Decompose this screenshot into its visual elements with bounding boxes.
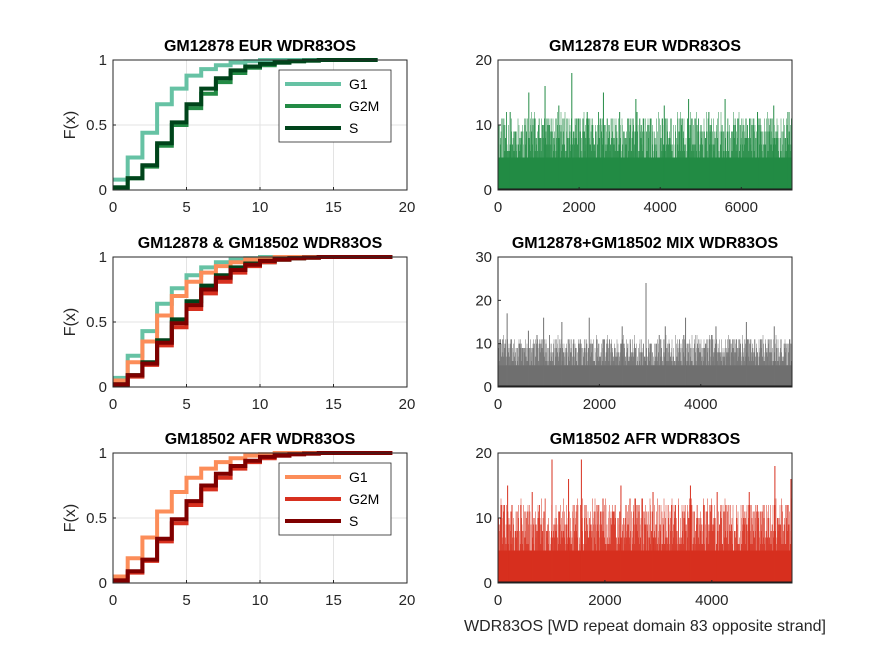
x-tick-label: 2000 (562, 199, 595, 216)
x-tick-label: 4000 (644, 199, 677, 216)
x-tick-label: 5 (182, 199, 190, 216)
y-axis-label: F(x) (62, 308, 79, 336)
x-tick-label: 20 (399, 592, 416, 609)
y-tick-label: 0.5 (86, 314, 107, 331)
y-tick-label: 1 (99, 445, 107, 462)
y-axis-label: F(x) (62, 111, 79, 139)
legend-label: S (349, 513, 358, 529)
y-tick-label: 1 (99, 249, 107, 266)
x-tick-label: 15 (325, 199, 342, 216)
panel-title: GM18502 AFR WDR83OS (550, 431, 741, 448)
x-tick-label: 10 (252, 199, 269, 216)
x-tick-label: 4000 (695, 592, 728, 609)
x-tick-label: 0 (109, 199, 117, 216)
legend-label: S (349, 120, 358, 136)
y-tick-label: 0.5 (86, 510, 107, 527)
y-tick-label: 1 (99, 52, 107, 69)
x-tick-label: 2000 (583, 396, 616, 413)
panel-title: GM12878 & GM18502 WDR83OS (138, 235, 383, 252)
y-tick-label: 0 (484, 182, 492, 199)
legend-label: G1 (349, 76, 368, 92)
cdf-panel-cdf_afr: 0 5 10 15 20 0 0.5 1 F(x) GM18502 AFR WDR83OS G1 G2… (62, 431, 415, 609)
y-tick-label: 20 (475, 292, 492, 309)
bar-panel-bar_eur: 0 2000 4000 6000 0 10 20 GM12878 EUR WDR83OS (475, 38, 793, 216)
bar-panel-bar_mix: 0 2000 4000 0 10 20 30 GM12878+GM18502 MIX WDR8… (475, 235, 793, 413)
y-tick-label: 20 (475, 52, 492, 69)
panel-title: GM12878 EUR WDR83OS (549, 38, 741, 55)
y-axis-label: F(x) (62, 504, 79, 532)
y-tick-label: 0 (484, 575, 492, 592)
y-tick-label: 10 (475, 510, 492, 527)
x-tick-label: 2000 (588, 592, 621, 609)
cdf-panel-cdf_eur: 0 5 10 15 20 0 0.5 1 F(x) GM12878 EUR WDR83OS G1 G2… (62, 38, 415, 216)
x-tick-label: 20 (399, 199, 416, 216)
x-tick-label: 6000 (725, 199, 758, 216)
y-tick-label: 20 (475, 445, 492, 462)
y-tick-label: 10 (475, 336, 492, 353)
y-tick-label: 0 (484, 379, 492, 396)
legend: G1 G2M S (278, 69, 392, 143)
x-tick-label: 10 (252, 592, 269, 609)
legend-label: G1 (349, 469, 368, 485)
series-line-s (113, 58, 378, 190)
x-tick-label: 10 (252, 396, 269, 413)
cdf-panel-cdf_mix: 0 5 10 15 20 0 0.5 1 F(x) GM12878 & GM18502 WDR83… (62, 235, 415, 413)
y-tick-label: 10 (475, 117, 492, 134)
series-line-g1 (113, 58, 378, 182)
y-tick-label: 0 (99, 379, 107, 396)
panel-title: GM12878+GM18502 MIX WDR83OS (512, 235, 779, 252)
y-tick-label: 30 (475, 249, 492, 266)
x-tick-label: 4000 (684, 396, 717, 413)
x-axis-label: WDR83OS [WD repeat domain 83 opposite st… (464, 618, 826, 635)
y-tick-label: 0 (99, 575, 107, 592)
x-tick-label: 0 (494, 592, 502, 609)
x-tick-label: 15 (325, 592, 342, 609)
x-tick-label: 5 (182, 592, 190, 609)
bar-panel-bar_afr: 0 2000 4000 0 10 20 GM18502 AFR WDR83OS WDR83OS… (464, 431, 826, 635)
x-tick-label: 0 (494, 396, 502, 413)
legend: G1 G2M S (278, 462, 392, 536)
series-line-s1 (113, 255, 393, 383)
y-tick-label: 0 (99, 182, 107, 199)
x-tick-label: 0 (109, 396, 117, 413)
x-tick-label: 15 (325, 396, 342, 413)
legend-label: G2M (349, 491, 379, 507)
axes-frame (497, 256, 793, 388)
y-tick-label: 0.5 (86, 117, 107, 134)
x-tick-label: 20 (399, 396, 416, 413)
series-line-g1 (113, 451, 393, 579)
x-tick-label: 5 (182, 396, 190, 413)
panel-title: GM18502 AFR WDR83OS (165, 431, 356, 448)
x-tick-label: 0 (109, 592, 117, 609)
x-tick-label: 0 (494, 199, 502, 216)
panel-title: GM12878 EUR WDR83OS (164, 38, 356, 55)
series-line-s (113, 451, 393, 583)
series-line-s5 (113, 255, 393, 387)
legend-label: G2M (349, 98, 379, 114)
